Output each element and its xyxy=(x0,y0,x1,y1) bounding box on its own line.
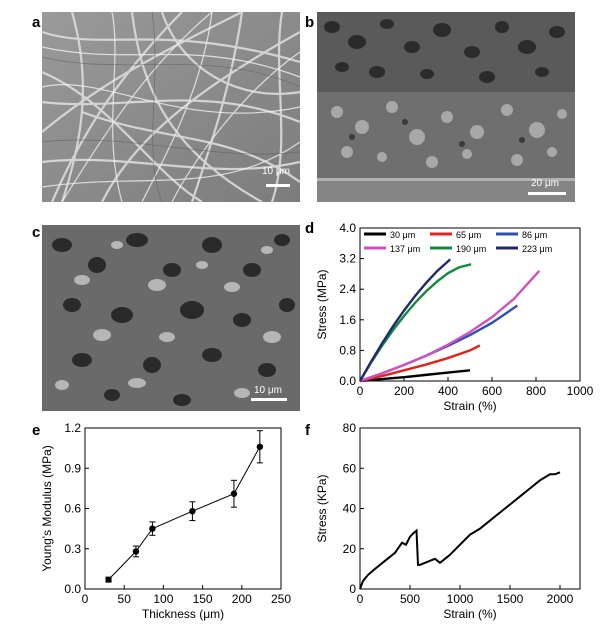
chart-e-x-tick-label: 100 xyxy=(153,592,173,606)
chart-e-y-tick-label: 0.6 xyxy=(64,502,81,516)
chart-d-legend-label: 223 μm xyxy=(522,244,552,254)
chart-f-plot-frame xyxy=(359,427,581,590)
panel-letter-b: b xyxy=(305,14,315,31)
scalebar-label-c: 10 μm xyxy=(254,385,282,396)
chart-e-y-axis-label: Young's Modulus (MPa) xyxy=(40,445,54,572)
chart-d-legend-label: 137 μm xyxy=(390,244,420,254)
chart-d-y-tick-label: 0.0 xyxy=(339,374,356,388)
chart-e-y-tick-label: 0.0 xyxy=(64,582,81,596)
chart-e-y-tick-label: 0.9 xyxy=(64,461,81,475)
chart-f-y-axis-label: Stress (KPa) xyxy=(315,474,329,542)
chart-d-x-tick-label: 800 xyxy=(526,384,546,398)
chart-d-y-tick-label: 3.2 xyxy=(339,252,356,266)
sem-image-b-cross-section xyxy=(317,12,575,202)
chart-d-x-tick-label: 1000 xyxy=(567,384,594,398)
chart-f-x-tick-label: 0 xyxy=(357,592,364,606)
panel-letter-f: f xyxy=(305,422,310,439)
scalebar-label-a: 10 μm xyxy=(262,166,290,177)
scalebar-a xyxy=(266,184,290,187)
chart-f-x-tick-label: 2000 xyxy=(547,592,574,606)
chart-d-y-tick-label: 2.4 xyxy=(339,282,356,296)
chart-f-y-tick-label: 60 xyxy=(343,461,357,475)
chart-e-data-point xyxy=(256,443,264,450)
chart-e-x-tick-label: 0 xyxy=(82,592,89,606)
chart-e-x-axis-label: Thickness (μm) xyxy=(142,607,224,621)
chart-f-x-tick-label: 500 xyxy=(400,592,420,606)
chart-d-x-tick-label: 0 xyxy=(357,384,364,398)
chart-d-legend-label: 30 μm xyxy=(390,230,415,240)
chart-f-x-tick-label: 1500 xyxy=(497,592,524,606)
chart-d-x-tick-label: 400 xyxy=(438,384,458,398)
sem-image-c-porous xyxy=(42,225,300,411)
chart-d-legend-label: 190 μm xyxy=(456,244,486,254)
chart-d-series-line xyxy=(358,263,472,382)
chart-d-series-line xyxy=(358,258,452,382)
chart-e-y-tick-label: 1.2 xyxy=(64,421,81,435)
chart-e-x-tick-label: 200 xyxy=(232,592,252,606)
chart-f-x-axis-label: Strain (%) xyxy=(443,607,496,621)
chart-f-stress-strain: 0 500 1000 1500 2000 0 20 40 60 80 Strain (%) Stres… xyxy=(315,421,581,621)
chart-d-y-axis-label: Stress (MPa) xyxy=(315,269,329,339)
chart-d-series-line xyxy=(359,270,541,383)
chart-e-data-point xyxy=(149,525,156,532)
chart-e-data-point xyxy=(230,490,238,497)
scalebar-label-b: 20 μm xyxy=(531,178,559,189)
chart-e-y-tick-label: 0.3 xyxy=(64,542,81,556)
chart-f-x-tick-label: 1000 xyxy=(447,592,474,606)
chart-d-plot-frame xyxy=(359,227,581,382)
chart-d-y-tick-label: 4.0 xyxy=(339,221,356,235)
chart-f-y-tick-label: 0 xyxy=(349,582,356,596)
panel-letter-a: a xyxy=(32,14,41,31)
chart-f-y-tick-label: 20 xyxy=(343,542,357,556)
chart-f-y-tick-label: 80 xyxy=(343,421,357,435)
chart-d-legend-label: 65 μm xyxy=(456,230,481,240)
chart-e-data-point xyxy=(132,548,140,555)
chart-e-plot-frame xyxy=(84,427,282,590)
chart-d-stress-strain: 0 200 400 600 800 1000 0.0 0.8 1.6 2.4 3.2 4.0 Strai… xyxy=(315,221,594,413)
chart-d-y-tick-label: 1.6 xyxy=(339,313,356,327)
chart-e-x-tick-label: 250 xyxy=(271,592,291,606)
sem-image-a-fibers xyxy=(42,12,300,202)
chart-e-series-line xyxy=(108,446,261,580)
chart-d-y-tick-label: 0.8 xyxy=(339,343,356,357)
chart-e-x-tick-label: 150 xyxy=(193,592,213,606)
scalebar-c xyxy=(251,398,287,401)
chart-d-series-line xyxy=(359,344,481,383)
chart-f-series-line xyxy=(359,471,561,590)
chart-f-y-tick-label: 40 xyxy=(343,502,357,516)
chart-e-x-tick-label: 50 xyxy=(118,592,132,606)
chart-d-x-tick-label: 200 xyxy=(394,384,414,398)
chart-e-youngs-modulus: 0 50 100 150 200 250 0.0 0.3 0.6 0.9 1.2 Thickness … xyxy=(40,421,291,621)
chart-d-legend-label: 86 μm xyxy=(522,230,547,240)
chart-d-x-tick-label: 600 xyxy=(482,384,502,398)
panel-letter-d: d xyxy=(305,220,315,237)
scalebar-b xyxy=(528,192,566,195)
chart-e-data-point xyxy=(105,576,112,583)
chart-e-data-point xyxy=(189,507,196,515)
panel-letter-c: c xyxy=(32,224,41,241)
chart-d-series-line xyxy=(359,369,471,383)
panel-letter-e: e xyxy=(32,422,41,439)
chart-d-x-axis-label: Strain (%) xyxy=(443,399,496,413)
